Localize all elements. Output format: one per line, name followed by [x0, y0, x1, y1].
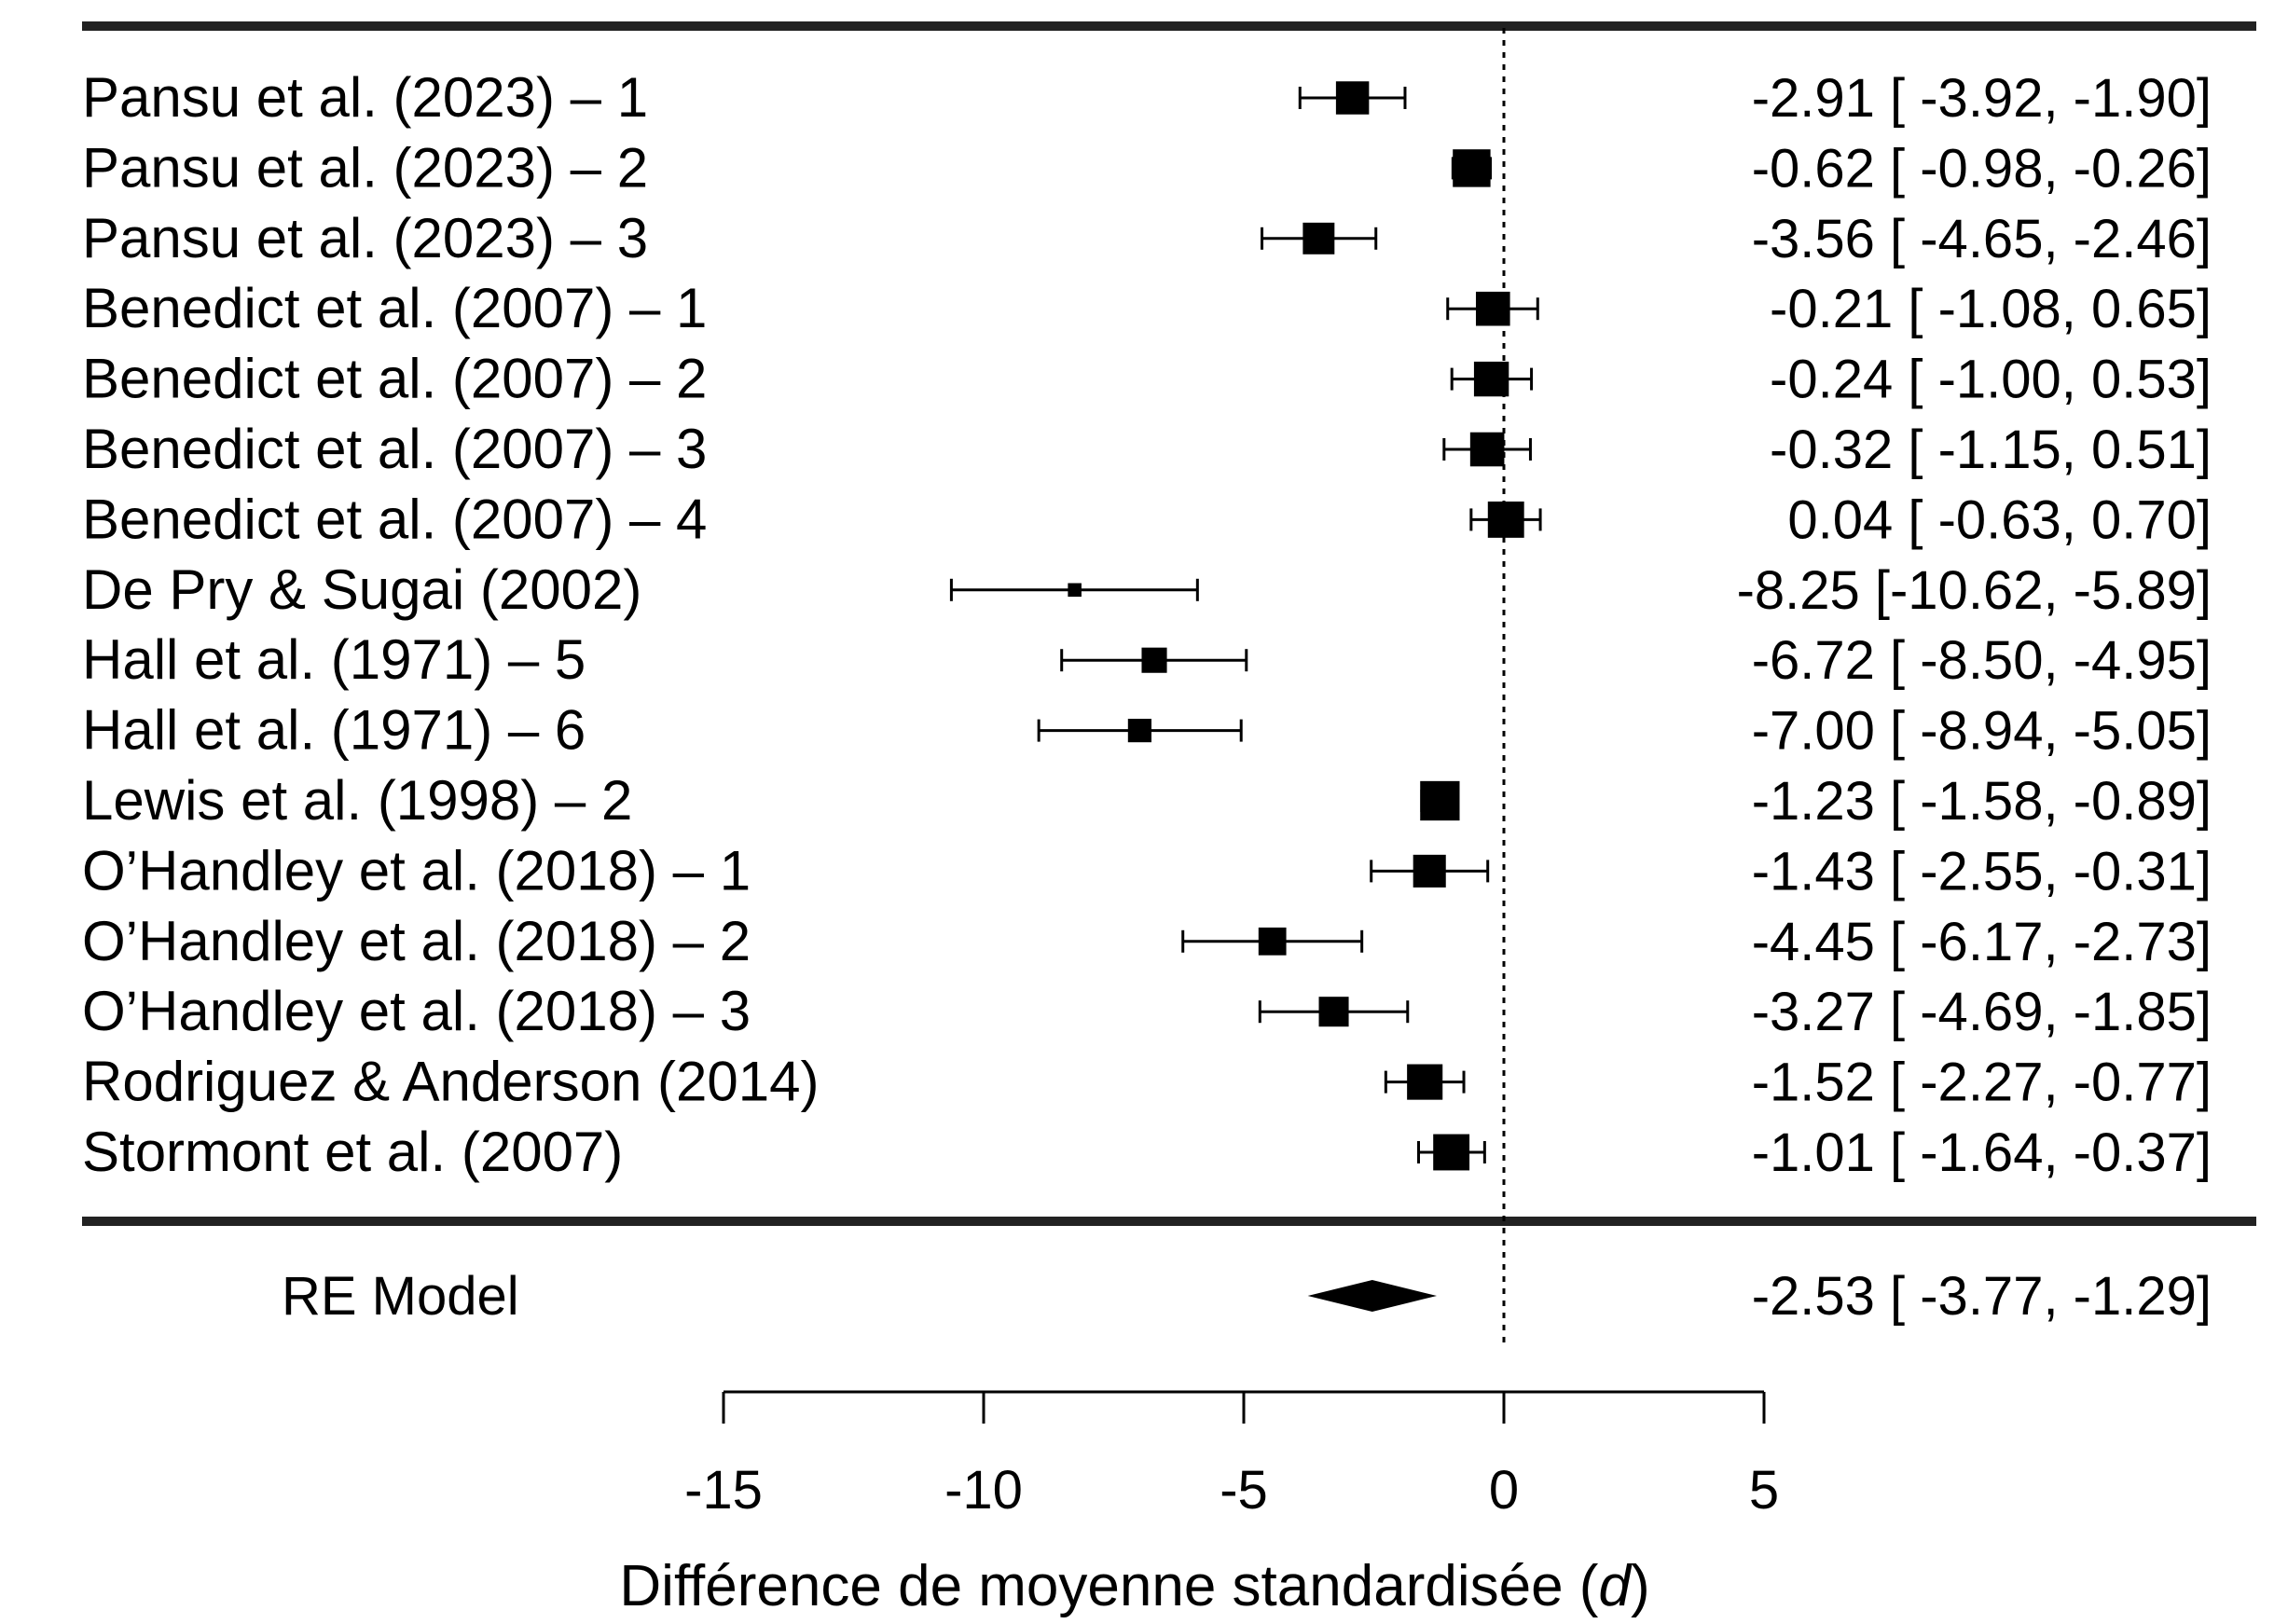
study-label: Pansu et al. (2023) – 3 [82, 207, 648, 269]
study-label: Hall et al. (1971) – 5 [82, 628, 586, 691]
study-label: Lewis et al. (1998) – 2 [82, 769, 632, 832]
estimate-ci-text: -3.27 [ -4.69, -1.85] [1752, 982, 2212, 1042]
study-label: O’Handley et al. (2018) – 1 [82, 839, 751, 901]
estimate-ci-text: -1.43 [ -2.55, -0.31] [1752, 841, 2212, 901]
point-estimate-marker [1318, 997, 1349, 1027]
estimate-ci-text: -7.00 [ -8.94, -5.05] [1752, 701, 2212, 762]
x-axis: -15 -10 -5 0 5 [684, 1390, 1779, 1521]
point-estimate-marker [1407, 1064, 1443, 1100]
point-estimate-marker [1335, 81, 1370, 115]
point-estimate-marker [1068, 583, 1082, 598]
point-estimate-marker [1469, 432, 1505, 467]
study-label: Hall et al. (1971) – 6 [82, 699, 586, 762]
study-row: Pansu et al. (2023) – 2 -0.62 [ -0.98, -0… [82, 136, 2212, 199]
x-axis-title-symbol: d [1598, 1554, 1633, 1618]
study-label: Rodriguez & Anderson (2014) [82, 1051, 820, 1113]
estimate-ci-text: -1.01 [ -1.64, -0.37] [1752, 1122, 2212, 1183]
study-row: Benedict et al. (2007) – 3 -0.32 [ -1.15,… [82, 418, 2212, 480]
study-row: Pansu et al. (2023) – 1 -2.91 [ -3.92, -1… [82, 66, 2212, 129]
point-estimate-marker [1473, 361, 1509, 397]
study-row: Benedict et al. (2007) – 1 -0.21 [ -1.08,… [82, 277, 2212, 339]
x-axis-title-close: ) [1631, 1554, 1650, 1618]
point-estimate-marker [1303, 222, 1335, 255]
study-row: O’Handley et al. (2018) – 2 -4.45 [ -6.17… [82, 910, 2212, 972]
point-estimate-marker [1433, 1134, 1470, 1171]
study-row: O’Handley et al. (2018) – 1 -1.43 [ -2.55… [82, 839, 2212, 901]
study-label: O’Handley et al. (2018) – 3 [82, 980, 751, 1042]
study-row: Hall et al. (1971) – 5 -6.72 [ -8.50, -4.… [82, 628, 2212, 691]
point-estimate-marker [1141, 647, 1167, 673]
summary-label: RE Model [282, 1266, 519, 1327]
study-row: O’Handley et al. (2018) – 3 -3.27 [ -4.69… [82, 980, 2212, 1042]
estimate-ci-text: -0.21 [ -1.08, 0.65] [1770, 279, 2212, 339]
study-row: Rodriguez & Anderson (2014) -1.52 [ -2.27… [82, 1051, 2212, 1113]
study-label: O’Handley et al. (2018) – 2 [82, 910, 751, 972]
study-label: Benedict et al. (2007) – 2 [82, 348, 707, 410]
summary-ci-text: -2.53 [ -3.77, -1.29] [1752, 1266, 2212, 1327]
study-row: Benedict et al. (2007) – 4 0.04 [ -0.63, … [82, 488, 2212, 550]
point-estimate-marker [1258, 927, 1287, 956]
x-tick-label: 0 [1489, 1460, 1519, 1521]
study-label: Benedict et al. (2007) – 4 [82, 488, 707, 550]
estimate-ci-text: -3.56 [ -4.65, -2.46] [1752, 209, 2212, 269]
point-estimate-marker [1487, 501, 1524, 538]
x-tick-label: 5 [1749, 1460, 1779, 1521]
point-estimate-marker [1127, 719, 1151, 743]
study-label: Pansu et al. (2023) – 2 [82, 136, 648, 199]
estimate-ci-text: -0.62 [ -0.98, -0.26] [1752, 138, 2212, 199]
study-label: Benedict et al. (2007) – 1 [82, 277, 707, 339]
estimate-ci-text: -1.23 [ -1.58, -0.89] [1752, 771, 2212, 832]
study-row: Lewis et al. (1998) – 2 -1.23 [ -1.58, -0… [82, 769, 2212, 832]
point-estimate-marker [1413, 854, 1446, 888]
x-axis-title-text: Différence de moyenne standardisée ( [619, 1554, 1598, 1618]
summary-row: RE Model -2.53 [ -3.77, -1.29] [282, 1266, 2212, 1327]
summary-diamond [1307, 1280, 1438, 1312]
study-row: Stormont et al. (2007) -1.01 [ -1.64, -0.… [82, 1121, 2212, 1183]
point-estimate-marker [1475, 291, 1510, 326]
point-estimate-marker [1420, 780, 1460, 821]
x-tick-label: -10 [944, 1460, 1023, 1521]
estimate-ci-text: -8.25 [-10.62, -5.89] [1737, 560, 2212, 621]
study-label: Stormont et al. (2007) [82, 1121, 623, 1183]
estimate-ci-text: 0.04 [ -0.63, 0.70] [1787, 489, 2212, 550]
study-label: De Pry & Sugai (2002) [82, 558, 641, 621]
estimate-ci-text: -2.91 [ -3.92, -1.90] [1752, 68, 2212, 129]
x-tick-label: -5 [1220, 1460, 1268, 1521]
estimate-ci-text: -0.24 [ -1.00, 0.53] [1770, 350, 2212, 410]
estimate-ci-text: -6.72 [ -8.50, -4.95] [1752, 630, 2212, 691]
study-label: Pansu et al. (2023) – 1 [82, 66, 648, 129]
study-row: De Pry & Sugai (2002) -8.25 [-10.62, -5.8… [82, 558, 2212, 621]
x-axis-title: Différence de moyenne standardisée (d) [619, 1554, 1649, 1618]
study-row: Pansu et al. (2023) – 3 -3.56 [ -4.65, -2… [82, 207, 2212, 269]
x-tick-label: -15 [684, 1460, 763, 1521]
estimate-ci-text: -0.32 [ -1.15, 0.51] [1770, 420, 2212, 480]
estimate-ci-text: -1.52 [ -2.27, -0.77] [1752, 1053, 2212, 1113]
point-estimate-marker [1453, 149, 1491, 187]
study-rows: Pansu et al. (2023) – 1 -2.91 [ -3.92, -1… [82, 66, 2212, 1183]
study-row: Benedict et al. (2007) – 2 -0.24 [ -1.00,… [82, 348, 2212, 410]
study-row: Hall et al. (1971) – 6 -7.00 [ -8.94, -5.… [82, 699, 2212, 762]
estimate-ci-text: -4.45 [ -6.17, -2.73] [1752, 912, 2212, 972]
study-label: Benedict et al. (2007) – 3 [82, 418, 707, 480]
